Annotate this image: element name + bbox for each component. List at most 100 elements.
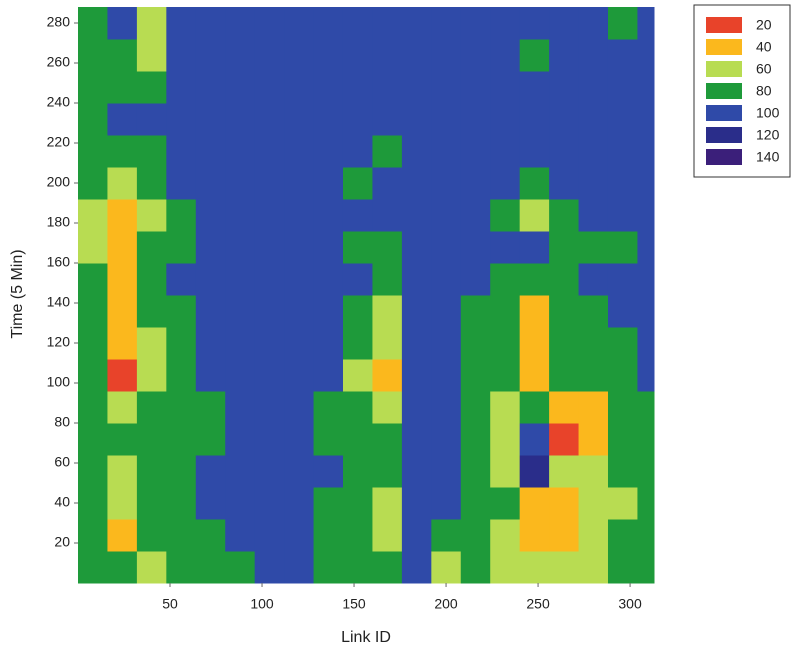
heat-cell (578, 71, 609, 104)
heat-cell (342, 167, 373, 200)
heat-cell (401, 39, 432, 72)
heat-cell (313, 135, 344, 168)
heat-cell (460, 423, 491, 456)
heat-cell (166, 71, 197, 104)
heat-cell (342, 295, 373, 328)
heat-cell (431, 391, 462, 424)
heat-cell (401, 199, 432, 232)
heat-cell (107, 135, 138, 168)
legend-label: 40 (756, 39, 772, 55)
heat-cell (136, 519, 167, 552)
heat-cell (490, 551, 521, 584)
heat-cell (519, 167, 550, 200)
heat-cell (460, 7, 491, 40)
heat-cell (460, 199, 491, 232)
heat-cell (107, 487, 138, 520)
heat-cell (372, 103, 403, 136)
heat-cell (284, 455, 315, 488)
heat-cell (460, 231, 491, 264)
heat-cell (166, 7, 197, 40)
heat-cell (342, 519, 373, 552)
heat-cell (431, 519, 462, 552)
heat-cell (490, 391, 521, 424)
legend-swatch (706, 105, 742, 121)
heat-cell (460, 167, 491, 200)
heat-cell (372, 551, 403, 584)
heat-cell (166, 551, 197, 584)
heat-cell (637, 455, 655, 488)
legend-label: 140 (756, 149, 780, 165)
heat-cell (136, 391, 167, 424)
legend-swatch (706, 127, 742, 143)
heat-cell (372, 135, 403, 168)
heat-cell (460, 103, 491, 136)
heat-cell (490, 71, 521, 104)
heat-cell (490, 455, 521, 488)
heat-cell (490, 39, 521, 72)
heat-cell (107, 359, 138, 392)
heat-cell (578, 231, 609, 264)
heat-cell (372, 423, 403, 456)
heat-cell (166, 263, 197, 296)
heat-cell (107, 167, 138, 200)
heat-cell (372, 295, 403, 328)
heat-cell (607, 487, 638, 520)
heat-cell (195, 327, 226, 360)
heat-cell (78, 71, 108, 104)
heat-cell (549, 295, 580, 328)
heat-cell (401, 295, 432, 328)
heat-cell (578, 359, 609, 392)
heat-cell (166, 135, 197, 168)
heat-cell (342, 551, 373, 584)
heat-cell (637, 487, 655, 520)
heat-cell (254, 295, 285, 328)
heat-cell (313, 263, 344, 296)
heat-cell (342, 135, 373, 168)
heat-cell (166, 519, 197, 552)
legend-swatch (706, 83, 742, 99)
y-tick-label: 40 (54, 494, 70, 510)
heat-cell (107, 103, 138, 136)
heat-cell (107, 39, 138, 72)
heat-cell (578, 199, 609, 232)
heat-cell (313, 519, 344, 552)
heat-cell (607, 231, 638, 264)
heat-cell (372, 7, 403, 40)
heat-cell (254, 39, 285, 72)
heat-cell (195, 39, 226, 72)
heat-cell (284, 327, 315, 360)
heat-cell (254, 199, 285, 232)
heat-cell (637, 327, 655, 360)
heat-cell (401, 7, 432, 40)
heat-cell (195, 7, 226, 40)
heat-cell (78, 487, 108, 520)
heat-cell (107, 295, 138, 328)
heat-cell (607, 199, 638, 232)
heat-cell (401, 391, 432, 424)
heat-cell (313, 487, 344, 520)
heat-cell (607, 263, 638, 296)
heat-cell (78, 423, 108, 456)
heat-cell (313, 455, 344, 488)
heat-cell (254, 103, 285, 136)
heat-cell (284, 519, 315, 552)
heat-cell (549, 487, 580, 520)
heat-cell (166, 327, 197, 360)
heat-cell (431, 231, 462, 264)
heat-cell (519, 423, 550, 456)
y-tick-label: 80 (54, 414, 70, 430)
heat-cell (637, 167, 655, 200)
heat-cell (578, 7, 609, 40)
heat-cell (195, 199, 226, 232)
heat-cell (284, 231, 315, 264)
x-tick-label: 50 (162, 596, 178, 612)
heat-cell (637, 39, 655, 72)
heat-cell (225, 39, 256, 72)
heat-cell (107, 391, 138, 424)
heat-cell (401, 231, 432, 264)
heat-cell (578, 167, 609, 200)
heat-cell (78, 551, 108, 584)
heat-cell (136, 295, 167, 328)
heat-cell (195, 295, 226, 328)
heat-cell (284, 135, 315, 168)
